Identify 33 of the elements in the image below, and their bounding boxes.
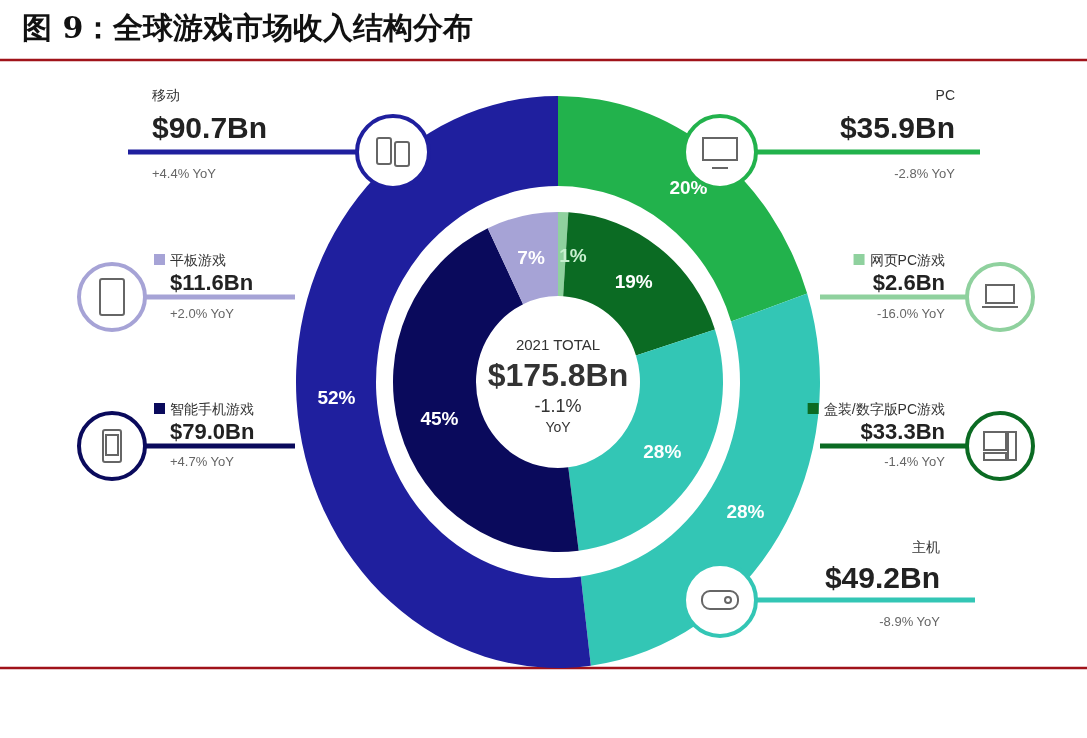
legend-label: 网页PC游戏 xyxy=(869,252,945,268)
text: -1.1% xyxy=(534,396,582,416)
text: +4.4% YoY xyxy=(152,166,217,181)
data-label: 28% xyxy=(643,440,682,462)
data-label: 28% xyxy=(726,501,765,523)
legend-label: 智能手机游戏 xyxy=(170,401,254,417)
text: $35.9Bn xyxy=(839,111,955,144)
text: YoY xyxy=(545,419,572,435)
chart-title: 图 9：全球游戏市场收入结构分布 xyxy=(22,10,474,45)
text: $11.6Bn xyxy=(170,270,254,295)
text: -16.0% YoY xyxy=(877,306,946,321)
text: +2.0% YoY xyxy=(170,306,235,321)
slice-label: 移动 xyxy=(152,87,180,103)
text: $2.6Bn xyxy=(872,270,945,295)
text: $175.8Bn xyxy=(487,357,629,393)
text: 2021 TOTAL xyxy=(515,336,601,353)
data-label: 19% xyxy=(614,270,653,292)
data-label: 20% xyxy=(669,177,708,199)
slice-label: PC xyxy=(935,87,955,103)
text: $49.2Bn xyxy=(824,561,940,594)
text: -8.9% YoY xyxy=(879,614,941,629)
data-label: 45% xyxy=(420,407,459,429)
text: -1.4% YoY xyxy=(884,454,946,469)
legend-label: 盒装/数字版PC游戏 xyxy=(823,401,945,417)
text: -2.8% YoY xyxy=(894,166,956,181)
legend-label: 平板游戏 xyxy=(170,252,226,268)
data-label: 7% xyxy=(517,247,545,269)
text: $79.0Bn xyxy=(170,419,255,444)
text: $33.3Bn xyxy=(860,419,945,444)
slice-label: 主机 xyxy=(912,539,940,555)
text: +4.7% YoY xyxy=(170,454,235,469)
data-label: 52% xyxy=(317,387,356,409)
text: $90.7Bn xyxy=(152,111,268,144)
